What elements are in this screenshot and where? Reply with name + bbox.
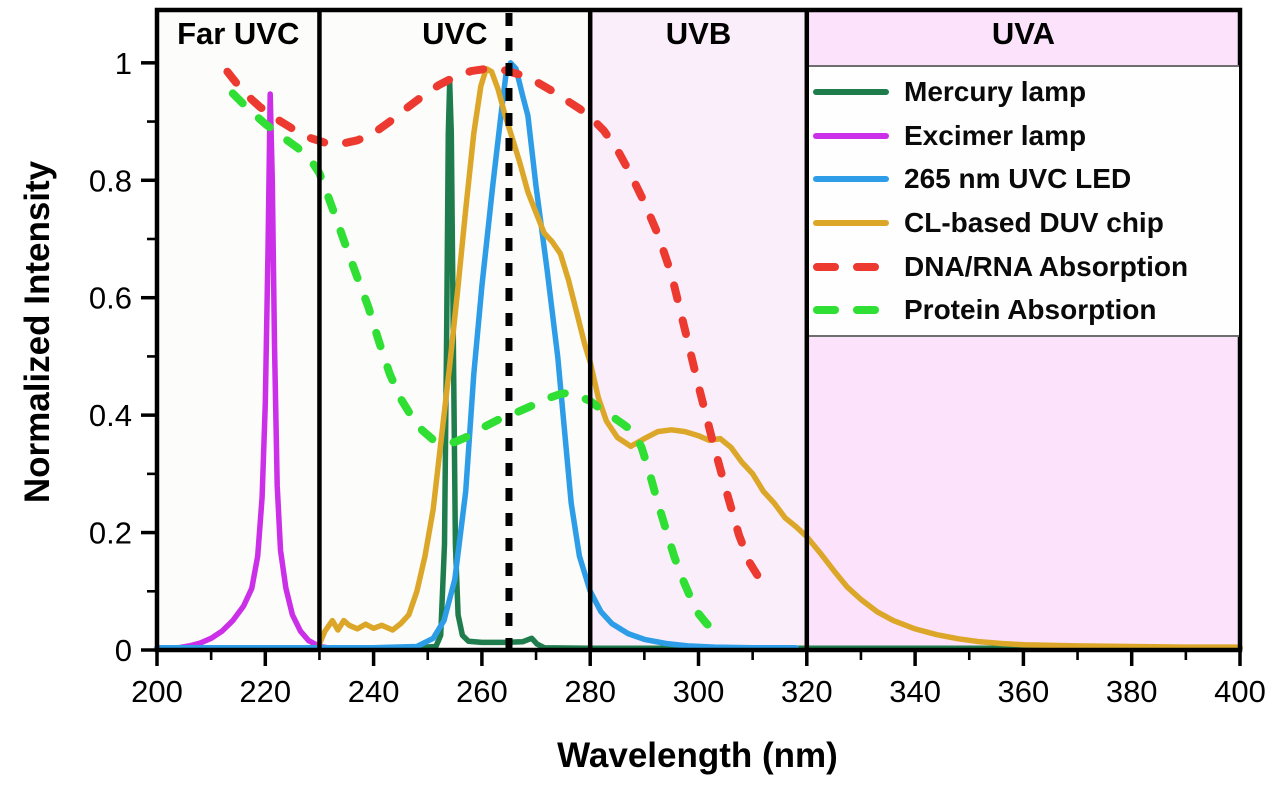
x-tick-label-340: 340 [889,674,941,709]
x-tick-label-320: 320 [781,674,833,709]
legend-item-mercury-lamp: Mercury lamp [813,70,1239,114]
swatch-segment [813,176,889,183]
x-tick-label-360: 360 [998,674,1050,709]
axis-tick-labels: 200 220 240 260 280 300 320 340 360 380 400 0 0.2 0.4… [89,46,1266,709]
dashed-line-swatch [813,262,895,271]
legend-item-excimer-lamp: Excimer lamp [813,114,1239,158]
x-tick-label-220: 220 [239,674,291,709]
solid-line-swatch [813,88,895,95]
legend-item-label: 265 nm UVC LED [904,163,1132,195]
y-tick-label-0.8: 0.8 [89,163,132,198]
legend-item-label: Protein Absorption [904,294,1157,326]
x-tick-label-300: 300 [673,674,725,709]
legend-item-label: CL-based DUV chip [904,206,1164,238]
x-tick-label-240: 240 [348,674,400,709]
x-tick-label-200: 200 [131,674,183,709]
region-label-uvc: UVC [422,16,488,51]
swatch-segment [853,262,879,271]
y-tick-label-0: 0 [115,633,132,668]
legend-item-265-nm-uvc-led: 265 nm UVC LED [813,157,1239,201]
swatch-segment [813,88,889,95]
swatch-segment [813,262,839,271]
y-tick-label-0.6: 0.6 [89,281,132,316]
swatch-segment [813,132,889,139]
legend-item-cl-based-duv-chip: CL-based DUV chip [813,201,1239,245]
plot-border [154,7,1243,653]
swatch-segment [853,306,879,315]
curve-265-nm-uvc-led [154,60,799,651]
curve-dna-rna-absorption [223,64,765,585]
solid-line-swatch [813,176,895,183]
solid-line-swatch [813,132,895,139]
curve-protein-absorption [228,89,719,636]
plot-frame [154,7,1243,653]
region-label-uvb: UVB [665,16,732,51]
swatch-segment [813,219,889,226]
legend-item-label: Excimer lamp [904,119,1087,151]
legend: Mercury lamp Excimer lamp 265 nm UVC LED CL… [809,65,1239,337]
region-label-far-uvc: Far UVC [177,16,300,51]
x-tick-label-280: 280 [564,674,616,709]
legend-item-dna-rna-absorption: DNA/RNA Absorption [813,245,1239,289]
x-tick-label-380: 380 [1106,674,1158,709]
x-tick-label-400: 400 [1214,674,1266,709]
x-tick-label-260: 260 [456,674,508,709]
region-label-uva: UVA [991,16,1055,51]
curve-excimer-lamp [154,91,334,651]
region-band-far-uvc [157,10,320,650]
y-tick-label-0.4: 0.4 [89,398,132,433]
x-axis-title: Wavelength (nm) [557,736,838,775]
swatch-segment [813,306,839,315]
region-band-uvb [590,10,807,650]
legend-item-protein-absorption: Protein Absorption [813,288,1239,332]
solid-line-swatch [813,219,895,226]
axis-ticks [141,61,1242,666]
y-tick-label-1: 1 [115,46,132,81]
legend-item-label: DNA/RNA Absorption [904,250,1189,282]
y-axis-title: Normalized Intensity [18,160,57,504]
y-tick-label-0.2: 0.2 [89,516,132,551]
curve-cl-based-duv-chip [316,65,1243,650]
dashed-line-swatch [813,306,895,315]
legend-item-label: Mercury lamp [904,75,1087,107]
